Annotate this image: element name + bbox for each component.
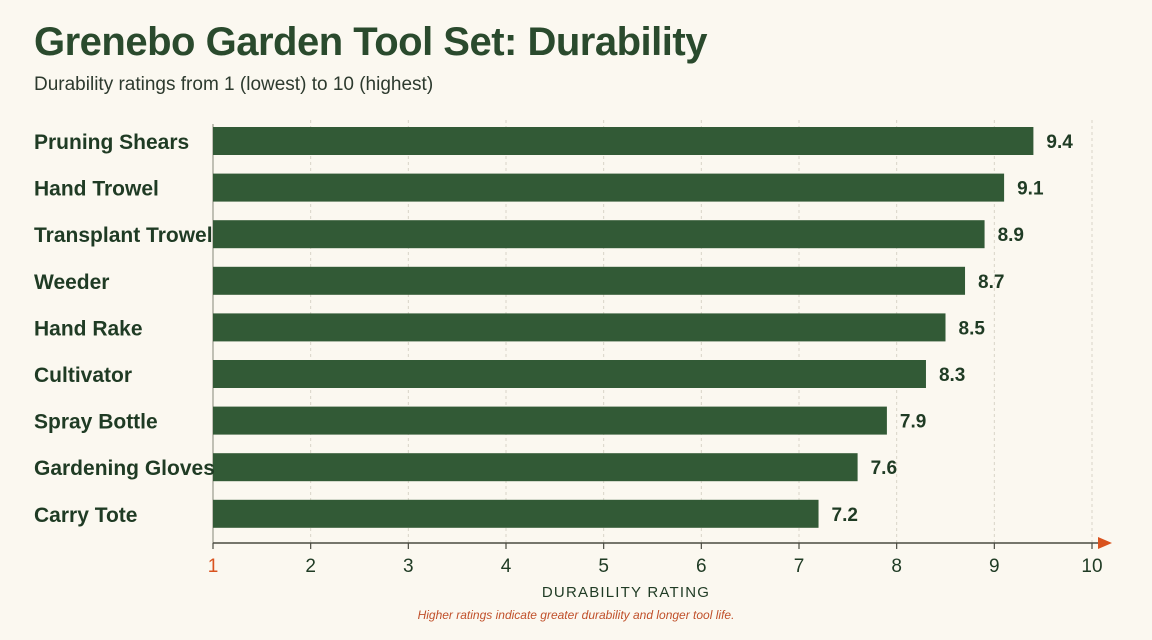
category-label: Spray Bottle [34,411,158,434]
value-label: 7.2 [832,505,858,526]
x-tick-label: 5 [598,556,609,577]
category-label: Hand Rake [34,317,143,340]
value-label: 9.1 [1017,179,1044,200]
x-tick-label: 9 [989,556,1000,577]
value-label: 8.7 [978,272,1004,293]
x-tick-label: 2 [305,556,316,577]
x-tick-label: 8 [891,556,902,577]
bar [213,173,1005,202]
x-axis-arrow [1098,537,1112,549]
chart-footnote: Higher ratings indicate greater durabili… [417,608,735,622]
category-label: Cultivator [34,364,132,387]
category-label: Transplant Trowel [34,224,213,247]
bar [213,499,819,528]
category-label: Pruning Shears [34,131,189,154]
category-label: Carry Tote [34,504,137,527]
x-tick-label: 7 [794,556,805,577]
value-label: 7.6 [871,458,897,479]
x-axis-title: DURABILITY RATING [542,584,710,601]
x-tick-label: 1 [208,556,219,577]
value-label: 8.5 [959,318,986,339]
bar [213,266,966,295]
category-label: Weeder [34,271,109,294]
x-tick-label: 3 [403,556,414,577]
chart-subtitle: Durability ratings from 1 (lowest) to 10… [34,74,434,95]
bar [213,453,858,482]
x-tick-label: 6 [696,556,707,577]
bar [213,313,946,342]
chart-title: Grenebo Garden Tool Set: Durability [34,20,707,64]
value-label: 8.3 [939,365,965,386]
x-tick-label: 4 [501,556,512,577]
value-label: 7.9 [900,412,926,433]
category-label: Hand Trowel [34,178,159,201]
bar [213,127,1034,155]
bar [213,360,926,388]
x-tick-label: 10 [1081,556,1102,577]
bar [213,406,887,435]
value-label: 9.4 [1046,132,1073,153]
bar [213,220,985,249]
value-label: 8.9 [998,225,1024,246]
category-label: Gardening Gloves [34,457,215,480]
